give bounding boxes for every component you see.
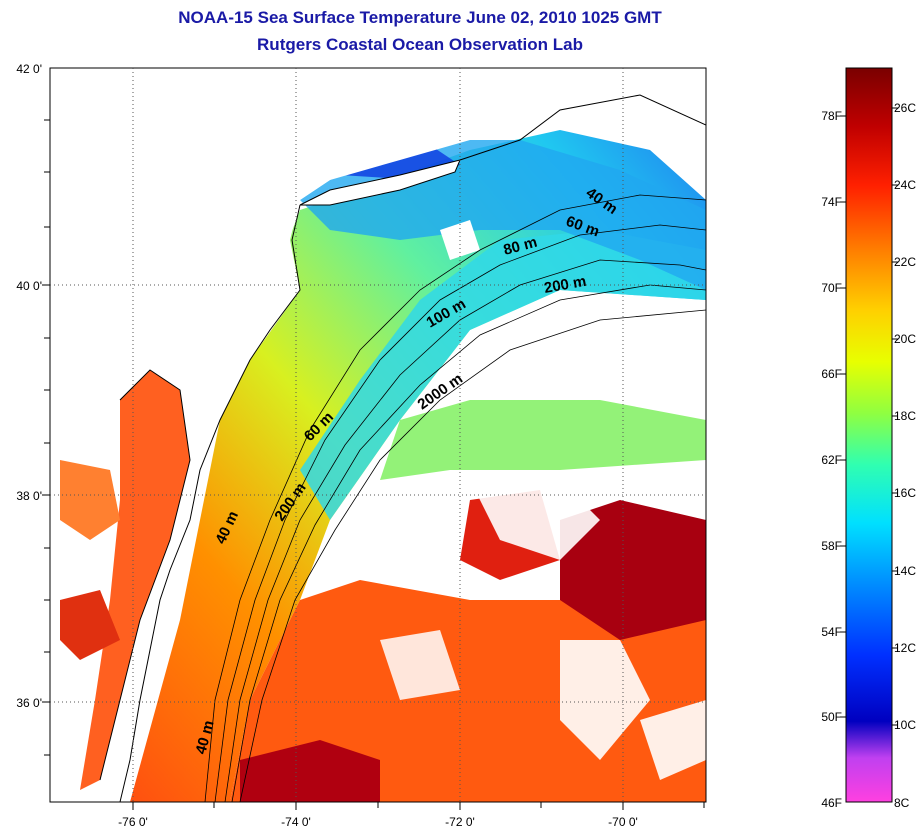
- lon-label: -70 0': [608, 815, 638, 829]
- colorbar-c-label: 12C: [894, 641, 916, 655]
- lat-label: 40 0': [16, 279, 42, 293]
- colorbar-f-label: 46F: [821, 796, 842, 810]
- lat-label: 38 0': [16, 489, 42, 503]
- colorbar-f-label: 70F: [821, 281, 842, 295]
- colorbar-c-label: 20C: [894, 332, 916, 346]
- graticule: [50, 68, 706, 802]
- lon-label: -74 0': [281, 815, 311, 829]
- colorbar-c-label: 24C: [894, 178, 916, 192]
- colorbar-c-label: 8C: [894, 796, 910, 810]
- colorbar-c-label: 14C: [894, 564, 916, 578]
- map-title: NOAA-15 Sea Surface Temperature June 02,…: [178, 8, 662, 27]
- colorbar-c-label: 18C: [894, 409, 916, 423]
- colorbar-c-label: 22C: [894, 255, 916, 269]
- colorbar-f-label: 74F: [821, 195, 842, 209]
- colorbar-f-label: 50F: [821, 710, 842, 724]
- temperature-colorbar: [845, 67, 893, 803]
- bathymetry-contours: [204, 194, 706, 802]
- colorbar-f-label: 58F: [821, 539, 842, 553]
- colorbar-f-label: 54F: [821, 625, 842, 639]
- lat-label: 36 0': [16, 696, 42, 710]
- colorbar-f-label: 66F: [821, 367, 842, 381]
- sst-image-layer: [50, 68, 706, 802]
- axis-ticks: [42, 119, 705, 810]
- lon-label: -76 0': [118, 815, 148, 829]
- colorbar-c-label: 26C: [894, 101, 916, 115]
- lon-label: -72 0': [445, 815, 475, 829]
- colorbar-c-label: 16C: [894, 486, 916, 500]
- colorbar-c-label: 10C: [894, 718, 916, 732]
- lat-label: 42 0': [16, 62, 42, 76]
- colorbar-f-label: 62F: [821, 453, 842, 467]
- map-subtitle: Rutgers Coastal Ocean Observation Lab: [257, 35, 583, 54]
- colorbar-f-label: 78F: [821, 109, 842, 123]
